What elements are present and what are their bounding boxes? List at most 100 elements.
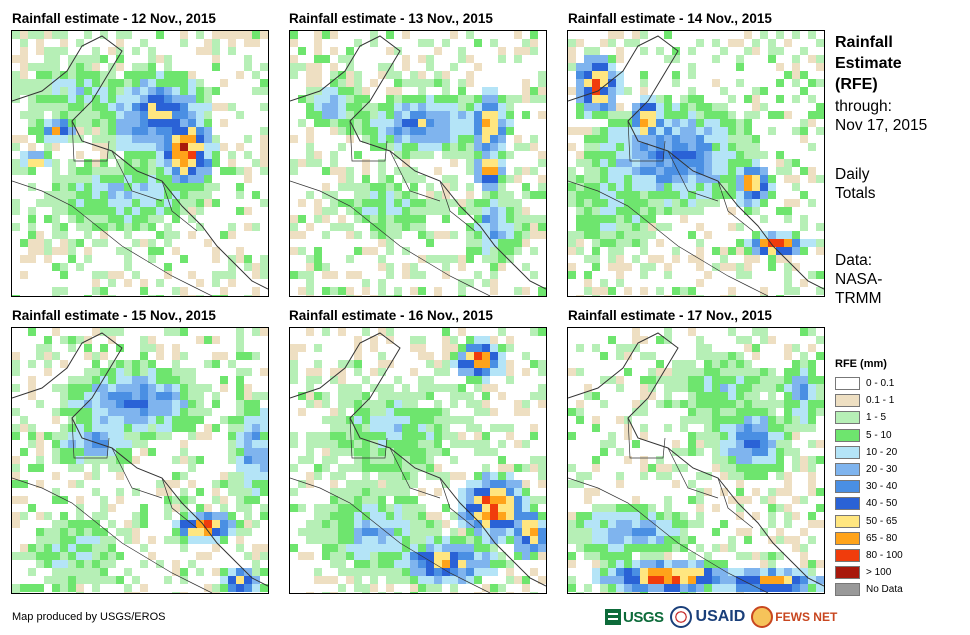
rainfall-cell: [736, 568, 744, 576]
rainfall-cell: [776, 576, 784, 584]
rainfall-cell: [156, 127, 164, 135]
rainfall-cell: [608, 167, 616, 175]
rainfall-cell: [370, 135, 378, 143]
rainfall-cell: [44, 87, 52, 95]
rainfall-cell: [236, 392, 244, 400]
rainfall-cell: [752, 39, 760, 47]
rainfall-cell: [808, 239, 816, 247]
rainfall-cell: [92, 576, 100, 584]
rainfall-cell: [60, 47, 68, 55]
rainfall-cell: [100, 103, 108, 111]
rainfall-cell: [76, 63, 84, 71]
rainfall-cell: [688, 135, 696, 143]
rainfall-cell: [688, 448, 696, 456]
rainfall-cell: [314, 103, 322, 111]
rainfall-cell: [298, 231, 306, 239]
rainfall-cell: [776, 552, 784, 560]
rainfall-cell: [12, 135, 20, 143]
rainfall-cell: [100, 119, 108, 127]
rainfall-cell: [442, 215, 450, 223]
rainfall-cell: [712, 159, 720, 167]
rainfall-cell: [322, 504, 330, 512]
rainfall-cell: [402, 271, 410, 279]
rainfall-cell: [426, 568, 434, 576]
rainfall-cell: [728, 368, 736, 376]
rainfall-cell: [228, 159, 236, 167]
rainfall-cell: [92, 464, 100, 472]
rainfall-cell: [584, 79, 592, 87]
rainfall-cell: [514, 247, 522, 255]
rainfall-cell: [92, 456, 100, 464]
rainfall-cell: [768, 247, 776, 255]
rainfall-cell: [290, 440, 298, 448]
rainfall-cell: [132, 199, 140, 207]
rainfall-cell: [68, 175, 76, 183]
rainfall-cell: [744, 263, 752, 271]
rainfall-cell: [522, 400, 530, 408]
rainfall-cell: [330, 408, 338, 416]
rainfall-cell: [632, 440, 640, 448]
rainfall-cell: [442, 79, 450, 87]
rainfall-cell: [298, 271, 306, 279]
rainfall-cell: [298, 119, 306, 127]
rainfall-cell: [148, 71, 156, 79]
rainfall-cell: [378, 448, 386, 456]
rainfall-cell: [188, 103, 196, 111]
rainfall-cell: [386, 392, 394, 400]
rainfall-cell: [124, 392, 132, 400]
rainfall-cell: [616, 416, 624, 424]
rainfall-cell: [354, 448, 362, 456]
rainfall-cell: [688, 376, 696, 384]
rainfall-cell: [450, 384, 458, 392]
rainfall-cell: [712, 39, 720, 47]
rainfall-cell: [592, 424, 600, 432]
rainfall-cell: [378, 127, 386, 135]
rainfall-cell: [760, 384, 768, 392]
rainfall-cell: [474, 496, 482, 504]
rainfall-cell: [506, 239, 514, 247]
map-panel-nov17: [567, 327, 825, 594]
rainfall-cell: [378, 167, 386, 175]
rainfall-cell: [306, 255, 314, 263]
rainfall-cell: [370, 344, 378, 352]
rainfall-cell: [736, 79, 744, 87]
rainfall-cell: [28, 376, 36, 384]
rainfall-cell: [180, 191, 188, 199]
rainfall-cell: [466, 95, 474, 103]
rainfall-cell: [394, 135, 402, 143]
rainfall-cell: [212, 352, 220, 360]
rainfall-cell: [600, 135, 608, 143]
rainfall-cell: [680, 127, 688, 135]
rainfall-cell: [386, 295, 394, 296]
rainfall-cell: [792, 448, 800, 456]
rainfall-cell: [736, 552, 744, 560]
rainfall-cell: [92, 119, 100, 127]
rainfall-cell: [696, 568, 704, 576]
rainfall-cell: [370, 295, 378, 296]
rainfall-cell: [116, 456, 124, 464]
rainfall-cell: [664, 127, 672, 135]
rainfall-cell: [244, 576, 252, 584]
rainfall-cell: [132, 400, 140, 408]
rainfall-cell: [402, 464, 410, 472]
rainfall-cell: [76, 111, 84, 119]
rainfall-cell: [20, 271, 28, 279]
rainfall-cell: [212, 31, 220, 39]
rainfall-cell: [36, 239, 44, 247]
rainfall-cell: [314, 111, 322, 119]
rainfall-cell: [228, 424, 236, 432]
rainfall-cell: [656, 159, 664, 167]
rainfall-cell: [236, 255, 244, 263]
rainfall-cell: [236, 480, 244, 488]
rainfall-cell: [568, 408, 576, 416]
rainfall-cell: [576, 183, 584, 191]
rainfall-cell: [712, 103, 720, 111]
rainfall-cell: [362, 103, 370, 111]
rainfall-cell: [584, 55, 592, 63]
rainfall-cell: [592, 231, 600, 239]
rainfall-cell: [490, 592, 498, 593]
rainfall-cell: [474, 111, 482, 119]
rainfall-cell: [394, 472, 402, 480]
rainfall-cell: [640, 520, 648, 528]
rainfall-cell: [474, 552, 482, 560]
